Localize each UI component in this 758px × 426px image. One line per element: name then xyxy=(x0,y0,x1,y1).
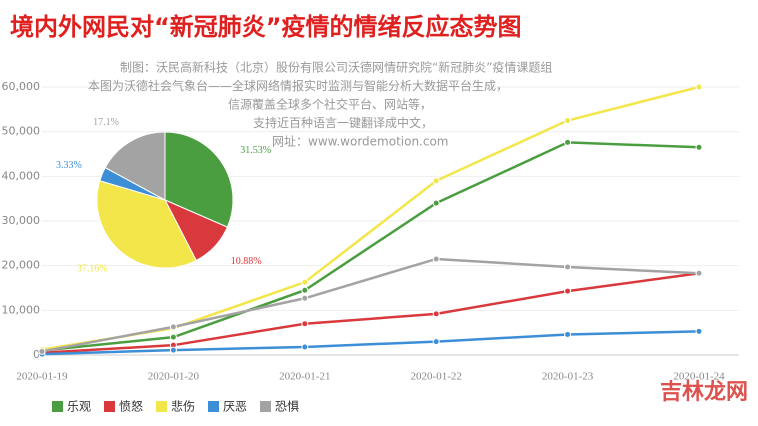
point xyxy=(38,347,46,355)
point xyxy=(301,320,309,328)
point xyxy=(432,310,440,318)
pie-label: 10.88% xyxy=(231,256,262,267)
pie-label: 17.1% xyxy=(93,117,119,128)
pie-label: 3.33% xyxy=(56,160,82,171)
y-tick-label: 10,000 xyxy=(2,303,41,316)
x-tick-label: 2020-01-23 xyxy=(542,371,594,383)
point xyxy=(169,333,177,341)
annotation: 网址：www.wordemotion.com xyxy=(272,135,449,149)
point xyxy=(432,199,440,207)
legend-label: 乐观 xyxy=(67,400,91,414)
point xyxy=(564,330,572,338)
x-tick-label: 2020-01-21 xyxy=(279,371,330,383)
legend-swatch xyxy=(208,401,219,412)
point xyxy=(564,287,572,295)
series-line xyxy=(41,330,700,356)
pie-label: 31.53% xyxy=(240,145,271,156)
point xyxy=(432,255,440,263)
pie-label: 37.16% xyxy=(77,264,108,275)
point xyxy=(169,346,177,354)
point xyxy=(301,294,309,302)
legend-swatch xyxy=(156,401,167,412)
y-tick-label: 30,000 xyxy=(2,214,41,227)
annotation: 本图为沃德社会气象台——全球网络情报实时监测与智能分析大数据平台生成， xyxy=(88,78,508,93)
annotation: 信源覆盖全球多个社交平台、网站等， xyxy=(228,97,432,112)
annotation: 制图：沃民高新科技（北京）股份有限公司沃德网情研究院“新冠肺炎”疫情课题组 xyxy=(120,60,552,75)
y-tick-label: 0 xyxy=(33,348,40,361)
legend-swatch xyxy=(104,401,115,412)
y-tick-label: 40,000 xyxy=(2,169,41,182)
watermark: 吉林龙网 xyxy=(660,379,748,405)
point xyxy=(564,138,572,146)
point xyxy=(169,323,177,331)
x-tick-label: 2020-01-24 xyxy=(673,371,725,383)
legend-label: 悲伤 xyxy=(171,399,195,414)
point xyxy=(301,286,309,294)
series-line xyxy=(41,141,700,352)
chart-title: 境内外网民对“新冠肺炎”疫情的情绪反应态势图 xyxy=(10,13,522,41)
pie-slice xyxy=(96,180,197,269)
x-tick-label: 2020-01-19 xyxy=(16,371,68,383)
point xyxy=(564,117,572,124)
legend-swatch xyxy=(260,401,271,412)
pie-slice xyxy=(104,131,166,201)
legend-swatch xyxy=(52,401,63,412)
legend-label: 厌恶 xyxy=(223,400,247,414)
point xyxy=(432,177,440,185)
legend-label: 愤怒 xyxy=(119,399,143,414)
point xyxy=(695,143,703,151)
y-tick-label: 60,000 xyxy=(2,80,41,93)
x-tick-label: 2020-01-20 xyxy=(148,371,200,383)
y-tick-label: 20,000 xyxy=(2,259,41,272)
y-tick-label: 50,000 xyxy=(2,125,41,138)
point xyxy=(695,269,703,277)
point xyxy=(301,343,309,351)
point xyxy=(432,338,440,346)
annotation: 支持近百种语言一键翻译成中文， xyxy=(253,115,433,130)
point xyxy=(695,327,703,335)
point xyxy=(301,278,309,286)
series-line xyxy=(41,272,700,355)
pie-slice xyxy=(164,131,234,228)
point xyxy=(695,83,703,91)
point xyxy=(564,263,572,271)
legend-label: 恐惧 xyxy=(275,399,299,414)
series-line xyxy=(41,257,700,353)
x-tick-label: 2020-01-22 xyxy=(411,371,462,383)
